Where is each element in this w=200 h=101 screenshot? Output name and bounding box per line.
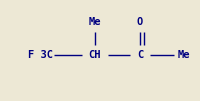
Text: O: O	[136, 17, 142, 27]
Text: Me: Me	[88, 17, 101, 27]
Text: C: C	[136, 50, 142, 60]
Text: Me: Me	[177, 50, 190, 60]
Text: F 3C: F 3C	[28, 50, 53, 60]
Text: CH: CH	[88, 50, 101, 60]
